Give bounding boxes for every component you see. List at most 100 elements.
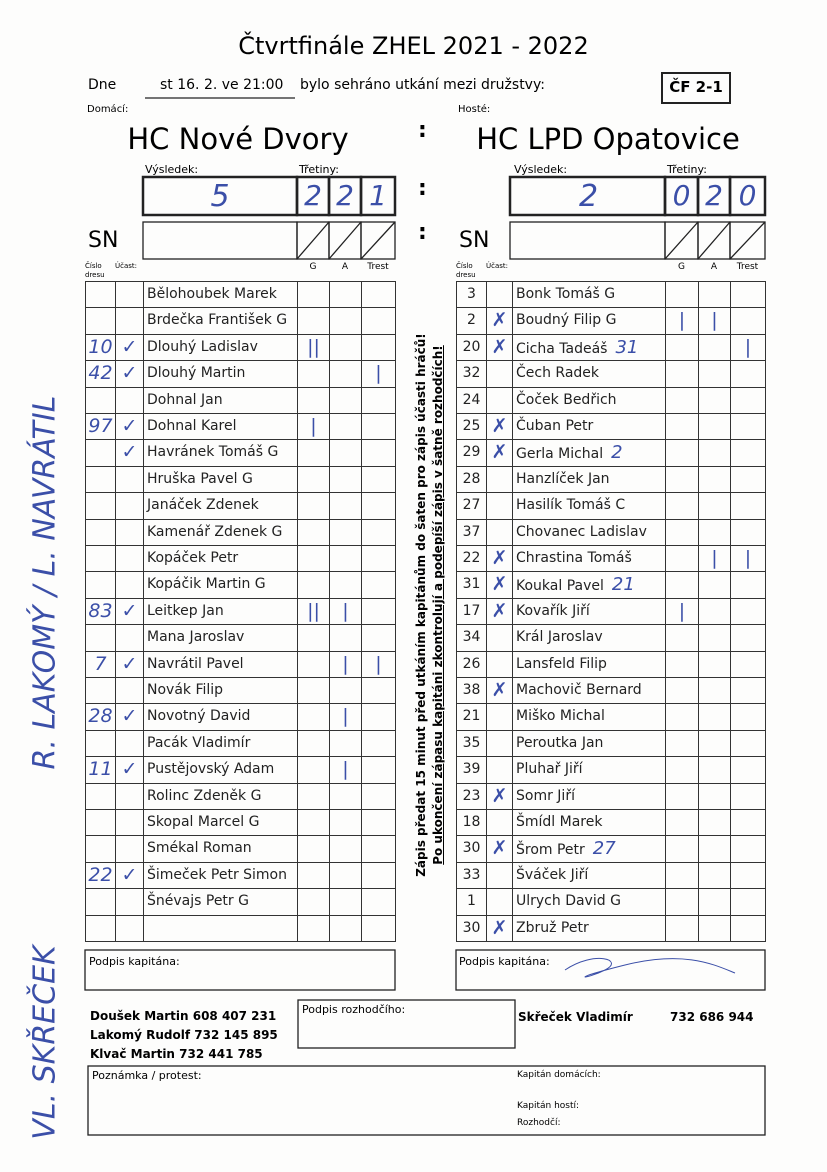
cell-name: Chovanec Ladislav	[512, 518, 666, 546]
cell-name: Hasilík Tomáš C	[512, 492, 666, 520]
cell-attendance	[115, 782, 144, 810]
cell-number	[85, 914, 116, 942]
cell-name: Smékal Roman	[143, 835, 298, 863]
cell-number: 31	[456, 571, 487, 599]
cell-penalty	[730, 386, 766, 414]
cell-number: 2	[456, 307, 487, 335]
guest-captain-label: Kapitán hostí:	[517, 1101, 580, 1111]
cell-name: Šimeček Petr Simon	[143, 861, 298, 890]
captain-sign-label: Podpis kapitána:	[459, 955, 550, 968]
sn-label: SN	[88, 228, 119, 253]
cell-g	[297, 677, 330, 705]
cell-penalty	[361, 782, 396, 810]
cell-a	[329, 677, 362, 705]
cell-g	[297, 307, 330, 335]
cell-a: |	[698, 307, 731, 335]
cell-g	[665, 439, 699, 467]
sn-label: SN	[459, 228, 490, 253]
cell-name: Král Jaroslav	[512, 624, 666, 652]
handwritten-number: 27	[592, 838, 616, 860]
cell-penalty	[730, 861, 766, 890]
cell-attendance	[115, 571, 144, 599]
score: 5	[210, 179, 230, 214]
cell-a	[329, 281, 362, 309]
cell-penalty	[730, 413, 766, 441]
cell-number: 17	[456, 597, 487, 626]
cell-g	[665, 756, 699, 784]
date: st 16. 2. ve 21:00	[160, 77, 284, 93]
cell-penalty: |	[361, 650, 396, 678]
cell-attendance: ✗	[486, 439, 513, 467]
cell-name: Hanzlíček Jan	[512, 465, 666, 494]
cell-a	[698, 518, 731, 546]
cell-attendance	[486, 861, 513, 890]
cell-a	[329, 439, 362, 467]
cell-name: Čoček Bedřich	[512, 386, 666, 414]
cell-penalty	[730, 888, 766, 916]
cell-g	[665, 281, 699, 309]
cell-penalty	[361, 333, 396, 362]
cell-number: 25	[456, 413, 487, 441]
referee-label: Rozhodčí:	[517, 1118, 561, 1128]
period-score: 1	[369, 179, 387, 212]
cell-attendance	[486, 650, 513, 678]
cell-penalty	[361, 281, 396, 309]
cell-name: Zbruž Petr	[512, 914, 666, 942]
cell-attendance	[115, 492, 144, 520]
cell-name: Cicha Tadeáš 31	[512, 333, 666, 362]
cell-penalty	[361, 729, 396, 758]
column-header: Číslo dresu	[456, 262, 476, 279]
cell-penalty	[361, 597, 396, 626]
cell-name: Šnévajs Petr G	[143, 888, 298, 916]
period-score: 0	[738, 179, 757, 212]
cell-number: 39	[456, 756, 487, 784]
cell-attendance	[486, 492, 513, 520]
cell-name: Dlouhý Ladislav	[143, 333, 298, 362]
cell-attendance	[115, 545, 144, 573]
cell-penalty	[361, 465, 396, 494]
cell-number: 22	[85, 861, 116, 890]
cell-number: 27	[456, 492, 487, 520]
column-header: Účast:	[486, 262, 509, 270]
cell-number	[85, 281, 116, 309]
cell-attendance	[115, 386, 144, 414]
cell-penalty	[730, 756, 766, 784]
contact: Klvač Martin 732 441 785	[90, 1047, 263, 1061]
cell-a: |	[329, 650, 362, 678]
cell-name: Čech Radek	[512, 360, 666, 388]
handwritten-captains: R. LAKOMÝ / L. NAVRÁTIL	[27, 395, 63, 770]
cell-a	[329, 571, 362, 599]
cell-penalty	[730, 729, 766, 758]
cell-g	[665, 914, 699, 942]
cell-name: Dlouhý Martin	[143, 360, 298, 388]
cell-g	[665, 677, 699, 705]
cell-g	[297, 518, 330, 546]
cell-g	[665, 413, 699, 441]
cell-a	[329, 307, 362, 335]
cell-attendance	[486, 281, 513, 309]
cell-penalty	[361, 861, 396, 890]
cell-a	[329, 386, 362, 414]
cell-g	[297, 624, 330, 652]
cell-attendance	[115, 809, 144, 837]
cell-number	[85, 465, 116, 494]
cell-a	[329, 809, 362, 837]
cell-attendance	[115, 677, 144, 705]
cell-a	[698, 413, 731, 441]
cell-number: 24	[456, 386, 487, 414]
column-header: Trest	[367, 262, 389, 272]
cell-number	[85, 835, 116, 863]
cell-penalty	[361, 386, 396, 414]
team-name: HC Nové Dvory	[127, 122, 349, 156]
cell-a	[329, 835, 362, 863]
referee-phone: 732 686 944	[670, 1010, 754, 1024]
cell-number	[85, 782, 116, 810]
periods-label: Třetiny:	[667, 163, 707, 176]
cell-a	[329, 624, 362, 652]
cell-g	[297, 861, 330, 890]
cell-a	[698, 835, 731, 863]
cell-attendance	[486, 465, 513, 494]
cell-a	[698, 597, 731, 626]
cell-name: Gerla Michal 2	[512, 439, 666, 467]
cell-g: ||	[297, 597, 330, 626]
